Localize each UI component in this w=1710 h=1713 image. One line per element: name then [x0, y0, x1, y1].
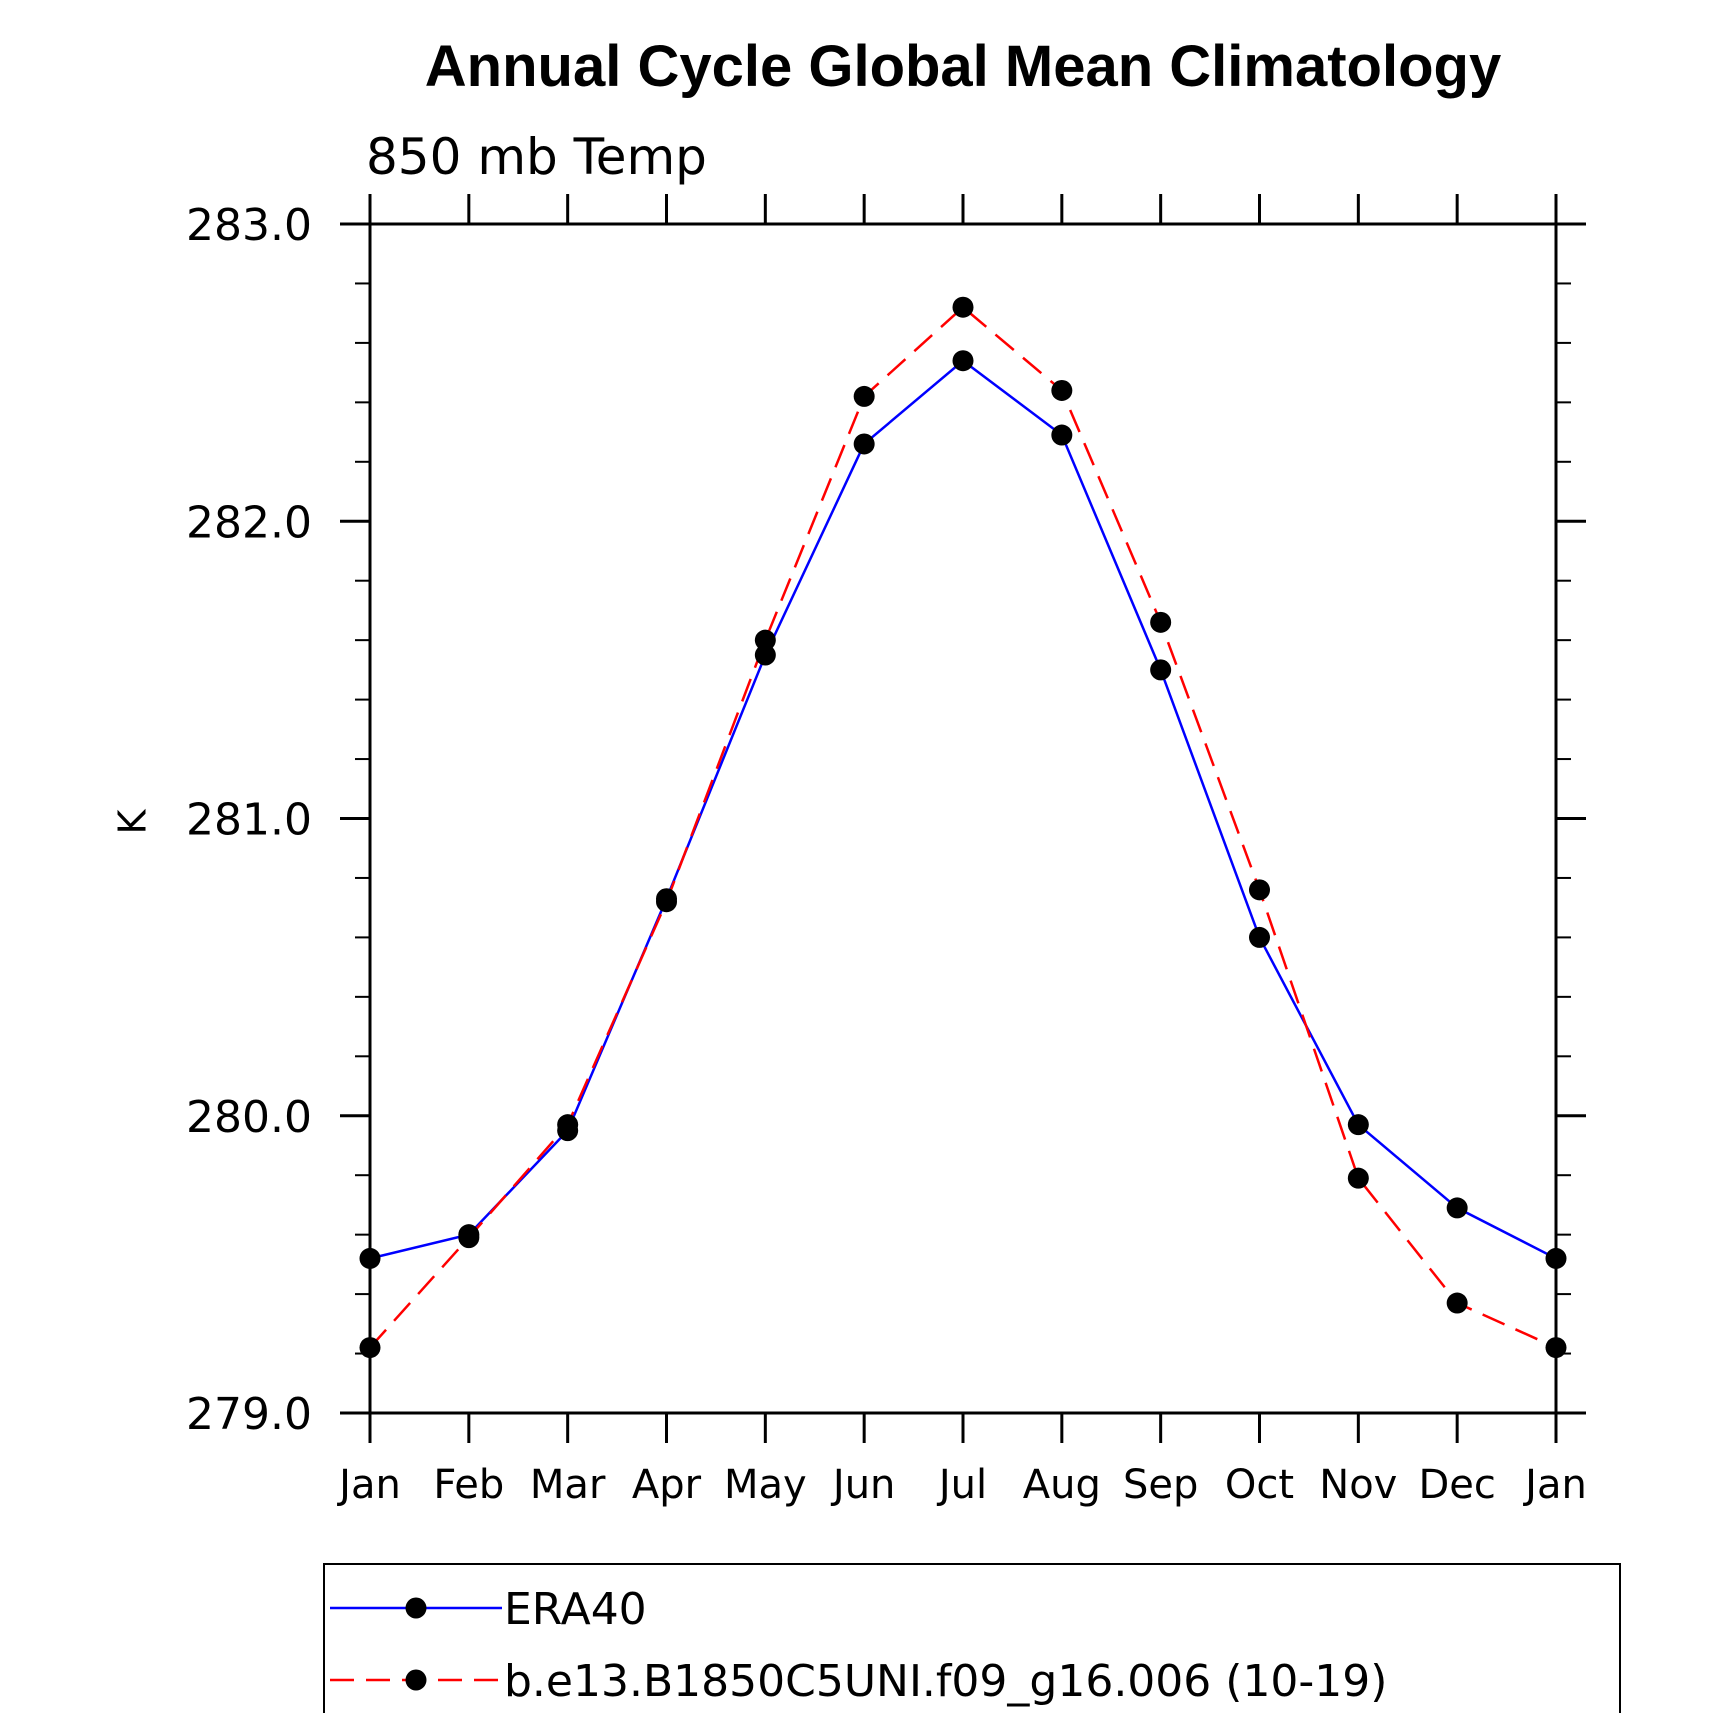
series-1-point [1051, 424, 1073, 446]
legend-box [323, 1563, 1621, 1713]
series-1-point [1446, 1197, 1468, 1219]
x-tick-label: Nov [1319, 1462, 1397, 1508]
series-2-point [656, 891, 677, 913]
series-2-point [359, 1337, 381, 1359]
x-tick-label: Apr [632, 1462, 702, 1508]
x-tick-label: May [724, 1462, 807, 1508]
series-1-point [853, 433, 875, 455]
series-2-point [557, 1114, 579, 1136]
plot-frame [368, 222, 1558, 1415]
series-1-point [1150, 659, 1172, 681]
series-1-point [1347, 1114, 1369, 1136]
series-1-point [754, 644, 776, 666]
legend-label-1: ERA40 [504, 1584, 647, 1635]
series-2-point [1249, 879, 1270, 901]
x-tick-label: Jul [936, 1462, 987, 1508]
y-tick-label: 282.0 [186, 497, 312, 548]
series-2-point [1150, 611, 1172, 633]
x-tick-label: Jun [830, 1462, 896, 1508]
x-tick-label: Aug [1023, 1462, 1101, 1508]
legend-marker-1 [405, 1597, 427, 1619]
y-tick-label: 281.0 [186, 795, 312, 846]
chart-subtitle: 850 mb Temp [366, 128, 707, 186]
series-1-point [952, 350, 974, 372]
series-2-point [458, 1227, 480, 1249]
y-tick-label: 283.0 [186, 200, 312, 251]
series-1-point [1545, 1247, 1567, 1269]
x-tick-label: Feb [433, 1462, 504, 1508]
x-tick-label: Mar [530, 1462, 606, 1508]
series-2-point [1545, 1337, 1567, 1359]
series-2-point [1347, 1167, 1369, 1189]
series-2-point [853, 385, 875, 407]
series-1-point [359, 1247, 381, 1269]
x-tick-label: Oct [1225, 1462, 1294, 1508]
series-line-2 [369, 305, 1557, 1349]
plot-area: 279.0 280.0 281.0 282.0 283.0 Jan Feb Mar Apr May… [186, 194, 1587, 1508]
x-tick-label: Jan [336, 1462, 401, 1508]
legend-marker-2 [405, 1669, 427, 1691]
y-tick-label: 280.0 [186, 1092, 312, 1143]
y-axis-label: K [111, 808, 155, 834]
chart-title: Annual Cycle Global Mean Climatology [425, 34, 1501, 99]
series-line-1 [369, 359, 1557, 1260]
y-tick-label: 279.0 [186, 1389, 312, 1440]
x-tick-label: Dec [1418, 1462, 1495, 1508]
x-tick-label: Jan [1522, 1462, 1587, 1508]
series-2-point [1446, 1292, 1468, 1314]
series-2-point [1051, 379, 1073, 401]
series-2-point [754, 629, 776, 651]
series-2-point [952, 296, 974, 318]
series-1-point [1249, 926, 1270, 948]
legend-label-2: b.e13.B1850C5UNI.f09_g16.006 (10-19) [504, 1656, 1387, 1707]
legend: ERA40 b.e13.B1850C5UNI.f09_g16.006 (10-19… [323, 1563, 1621, 1713]
x-tick-label: Sep [1123, 1462, 1198, 1508]
